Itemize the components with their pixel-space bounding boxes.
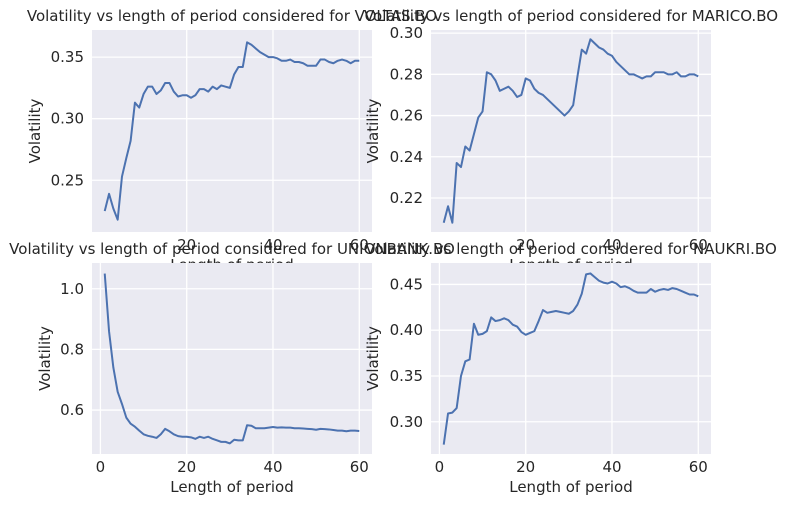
x-tick-label: 60 xyxy=(689,236,708,254)
series-line xyxy=(103,41,360,221)
plot-area xyxy=(92,263,372,454)
series-line xyxy=(442,272,699,445)
x-tick-label: 60 xyxy=(350,236,369,254)
y-axis-label: Volatility xyxy=(26,98,44,163)
series-line xyxy=(442,38,699,224)
plot-area xyxy=(431,263,711,454)
y-tick-label: 0.35 xyxy=(390,367,423,385)
y-tick-label: 0.30 xyxy=(51,110,84,128)
y-tick-label: 0.24 xyxy=(390,148,423,166)
x-tick-label: 20 xyxy=(177,458,196,476)
y-tick-label: 0.28 xyxy=(390,65,423,83)
x-tick-label: 0 xyxy=(435,458,445,476)
chart-title: Volatility vs length of period considere… xyxy=(27,7,437,25)
y-tick-label: 0.30 xyxy=(390,413,423,431)
y-tick-label: 0.40 xyxy=(390,321,423,339)
chart-title: Volatility vs length of period considere… xyxy=(9,240,455,258)
x-axis-label: Length of period xyxy=(170,478,294,496)
x-tick-label: 40 xyxy=(602,236,621,254)
y-tick-label: 0.35 xyxy=(51,48,84,66)
x-tick-label: 40 xyxy=(263,458,282,476)
x-tick-label: 40 xyxy=(263,236,282,254)
chart-title: Volatility vs length of period considere… xyxy=(365,240,777,258)
y-tick-label: 0.25 xyxy=(51,171,84,189)
x-tick-label: 20 xyxy=(516,458,535,476)
x-tick-label: 60 xyxy=(689,458,708,476)
y-tick-label: 0.8 xyxy=(60,340,84,358)
chart-title: Volatility vs length of period considere… xyxy=(364,7,778,25)
y-axis-label: Volatility xyxy=(364,98,382,163)
series-line xyxy=(103,273,360,445)
y-tick-label: 0.26 xyxy=(390,107,423,125)
subplot-unionbank: 0 20 40 60 0.6 0.8 1.0 Length of period Volatili… xyxy=(9,240,455,496)
subplot-naukri: 0 20 40 60 0.30 0.35 0.40 0.45 Length of period V… xyxy=(364,240,777,496)
y-tick-label: 0.30 xyxy=(390,24,423,42)
x-tick-label: 40 xyxy=(602,458,621,476)
x-tick-label: 0 xyxy=(96,458,106,476)
plot-area xyxy=(431,30,711,232)
x-tick-label: 60 xyxy=(350,458,369,476)
x-tick-label: 20 xyxy=(516,236,535,254)
y-axis-label: Volatility xyxy=(364,326,382,391)
y-tick-label: 0.45 xyxy=(390,275,423,293)
plot-area xyxy=(92,30,372,232)
x-axis-label: Length of period xyxy=(509,478,633,496)
y-axis-label: Volatility xyxy=(36,326,54,391)
y-tick-label: 0.6 xyxy=(60,401,84,419)
x-tick-label: 20 xyxy=(177,236,196,254)
y-tick-label: 0.22 xyxy=(390,189,423,207)
y-tick-label: 1.0 xyxy=(60,280,84,298)
